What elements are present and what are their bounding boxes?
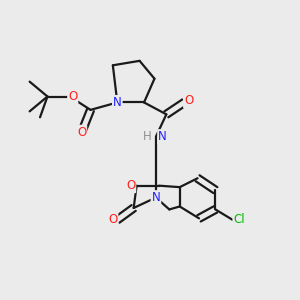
Text: Cl: Cl	[233, 213, 245, 226]
Text: O: O	[184, 94, 193, 107]
Text: N: N	[152, 191, 160, 204]
Text: O: O	[108, 213, 118, 226]
Text: O: O	[126, 179, 135, 192]
Text: N: N	[158, 130, 167, 143]
Text: O: O	[77, 126, 86, 139]
Text: O: O	[68, 90, 77, 103]
Text: N: N	[113, 96, 122, 109]
Text: H: H	[143, 130, 152, 143]
